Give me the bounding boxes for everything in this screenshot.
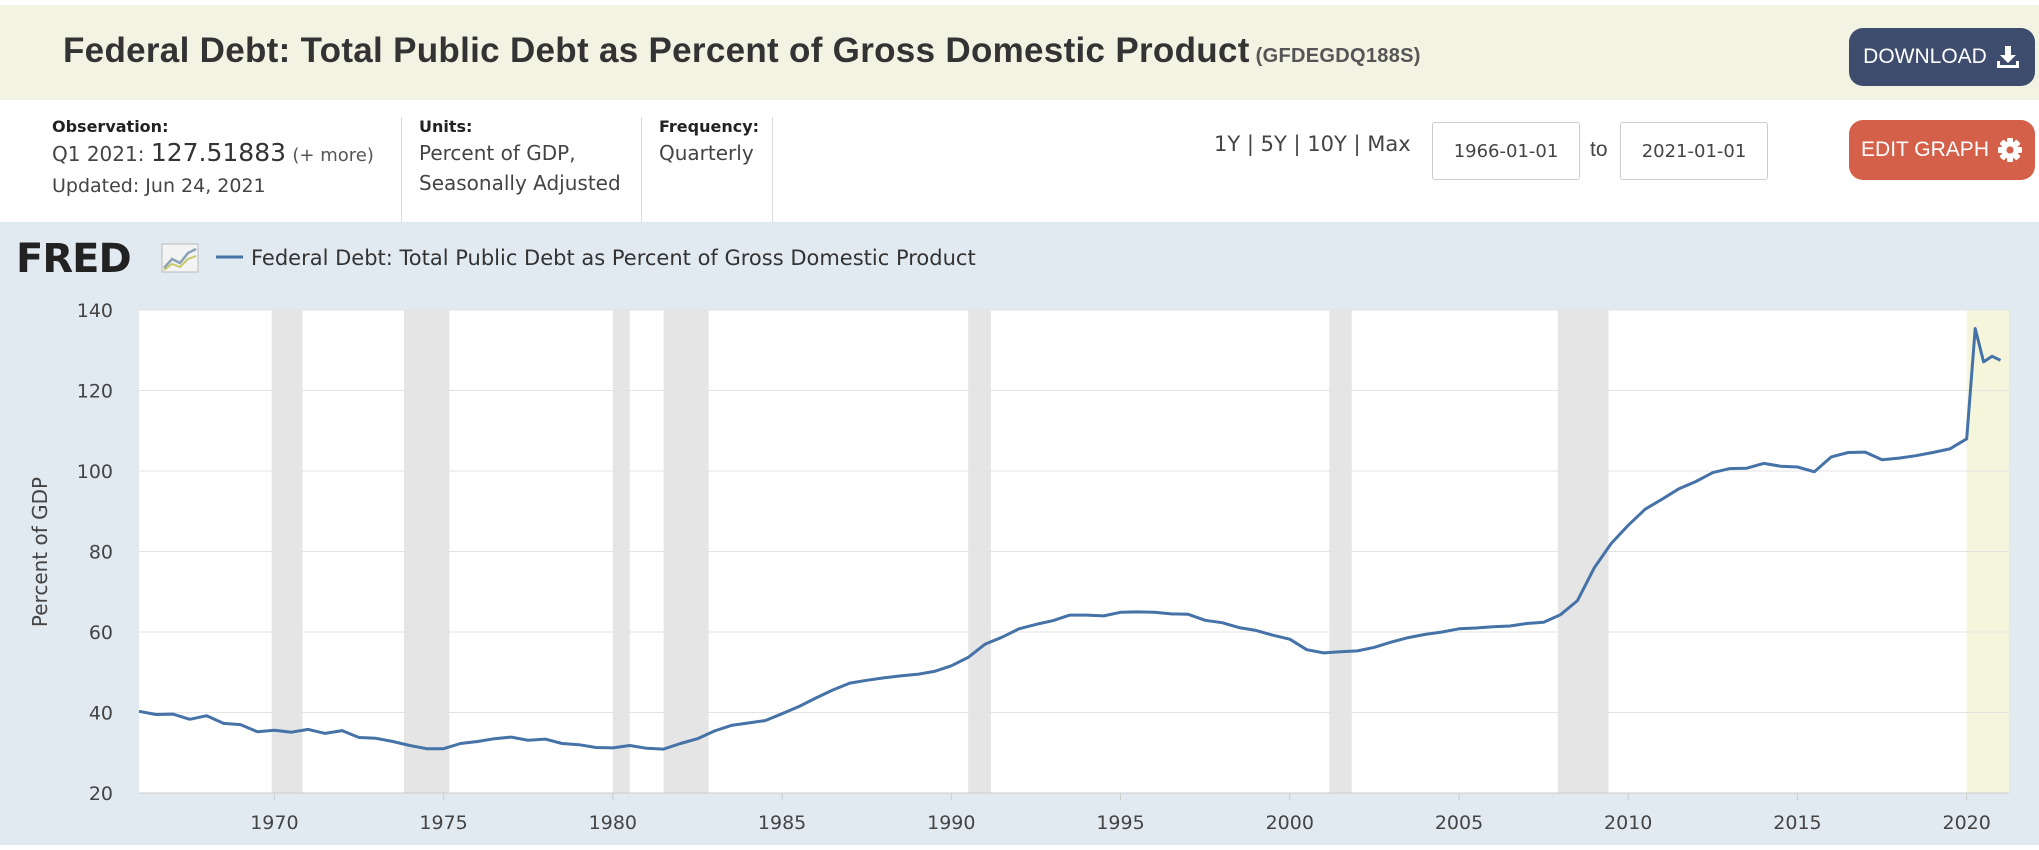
series-id: (GFDEGDQ188S) xyxy=(1255,45,1421,67)
series-header: Federal Debt: Total Public Debt as Perce… xyxy=(0,5,2039,100)
observation-period: Q1 2021: xyxy=(52,142,145,166)
range-links: 1Y | 5Y | 10Y | Max xyxy=(1214,132,1411,156)
meta-divider xyxy=(772,117,773,222)
y-axis-label: Percent of GDP xyxy=(28,477,52,627)
observation-label: Observation: xyxy=(52,117,169,136)
frequency-label: Frequency: xyxy=(659,117,760,136)
start-date-input[interactable]: 1966-01-01 xyxy=(1432,122,1580,180)
x-tick-label: 1980 xyxy=(589,812,637,834)
x-tick-label: 1970 xyxy=(250,812,298,834)
to-label: to xyxy=(1590,138,1608,161)
units-line2: Seasonally Adjusted xyxy=(419,171,621,195)
x-tick-label: 1975 xyxy=(419,812,467,834)
y-tick-label: 100 xyxy=(77,461,113,483)
x-tick-label: 1985 xyxy=(758,812,806,834)
updated-date: Updated: Jun 24, 2021 xyxy=(52,175,266,197)
range-max-link[interactable]: Max xyxy=(1367,132,1411,156)
edit-graph-label: EDIT GRAPH xyxy=(1861,138,1989,161)
fred-logo-text: FRED xyxy=(16,236,131,282)
range-5y-link[interactable]: 5Y xyxy=(1260,132,1287,156)
x-tick-label: 1990 xyxy=(927,812,975,834)
graph-area: FRED Federal Debt: Total Public Debt as … xyxy=(0,222,2039,845)
observation-block: Observation: Q1 2021: 127.51883 (+ more)… xyxy=(52,117,374,201)
legend-label: Federal Debt: Total Public Debt as Perce… xyxy=(251,246,976,270)
edit-graph-button[interactable]: EDIT GRAPH xyxy=(1849,120,2035,180)
units-line1: Percent of GDP, xyxy=(419,141,576,165)
gear-icon xyxy=(1997,138,2022,162)
range-10y-link[interactable]: 10Y xyxy=(1307,132,1347,156)
series-title: Federal Debt: Total Public Debt as Perce… xyxy=(63,31,1421,70)
range-1y-link[interactable]: 1Y xyxy=(1214,132,1241,156)
observation-value: 127.51883 xyxy=(150,138,287,167)
chart-logo-line xyxy=(163,255,197,271)
y-tick-label: 40 xyxy=(89,703,113,725)
download-icon xyxy=(1996,46,2019,68)
y-tick-label: 20 xyxy=(89,783,113,805)
y-tick-label: 60 xyxy=(89,622,113,644)
meta-divider xyxy=(401,117,402,222)
observation-more-link[interactable]: (+ more) xyxy=(292,145,374,166)
frequency-value: Quarterly xyxy=(659,141,754,165)
units-label: Units: xyxy=(419,117,473,136)
download-button[interactable]: DOWNLOAD xyxy=(1849,28,2035,86)
y-tick-label: 120 xyxy=(77,381,113,403)
chart-logo-line xyxy=(163,247,197,269)
x-tick-label: 2020 xyxy=(1943,812,1991,834)
meta-divider xyxy=(641,117,642,222)
download-label: DOWNLOAD xyxy=(1863,45,1987,68)
series-line xyxy=(138,327,2002,751)
y-tick-label: 140 xyxy=(77,300,113,322)
fred-logo: FRED xyxy=(16,236,199,282)
end-date-input[interactable]: 2021-01-01 xyxy=(1620,122,1768,180)
x-tick-label: 2010 xyxy=(1604,812,1652,834)
units-block: Units: Percent of GDP, Seasonally Adjust… xyxy=(419,117,621,198)
x-tick-label: 2005 xyxy=(1435,812,1483,834)
chart: FRED Federal Debt: Total Public Debt as … xyxy=(16,236,2009,834)
x-tick-label: 2015 xyxy=(1773,812,1821,834)
x-tick-label: 1995 xyxy=(1096,812,1144,834)
frequency-block: Frequency: Quarterly xyxy=(659,117,759,168)
x-tick-label: 2000 xyxy=(1266,812,1314,834)
y-tick-label: 80 xyxy=(89,542,113,564)
